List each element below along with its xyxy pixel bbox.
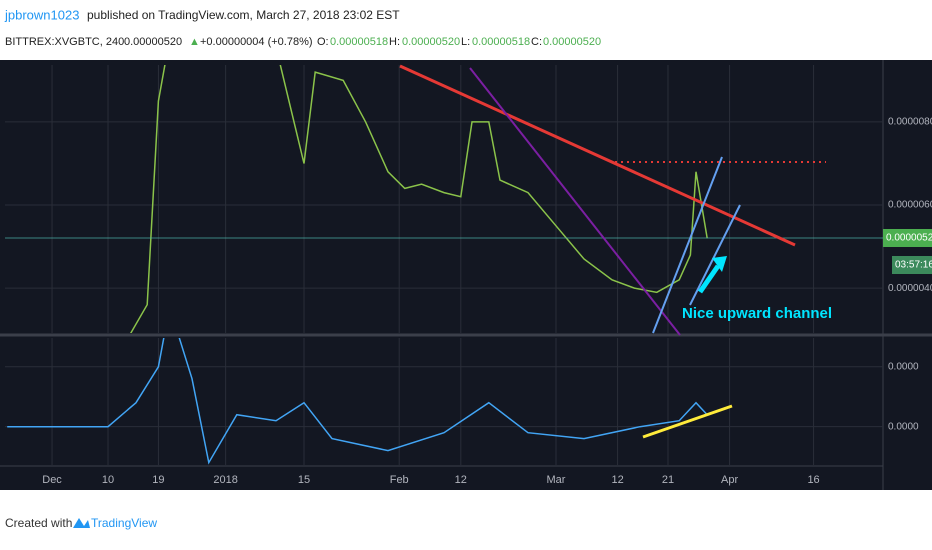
divergence-line[interactable] — [642, 404, 733, 439]
y-tick-label: 0.00000800 — [888, 117, 932, 128]
countdown-box — [892, 256, 932, 274]
c-value: 0.00000520 — [543, 36, 601, 48]
o-value: 0.00000518 — [330, 36, 388, 48]
ohlc-line: BITTREX:XVGBTC, 240 0.00000520 ▲ +0.0000… — [5, 36, 601, 48]
x-tick-label: 15 — [298, 474, 310, 486]
y-tick-label: 0.0000 — [888, 361, 919, 372]
price-line — [7, 338, 708, 465]
h-value: 0.00000520 — [402, 36, 460, 48]
o-label: O: — [317, 36, 329, 48]
footer-brand[interactable]: TradingView — [91, 516, 157, 530]
x-tick-label: 12 — [455, 474, 467, 486]
x-tick-label: 12 — [611, 474, 623, 486]
countdown: 03:57:16 — [895, 260, 932, 271]
x-tick-label: 19 — [152, 474, 164, 486]
x-tick-label: Apr — [721, 474, 738, 486]
arrow-shaft — [697, 264, 721, 294]
last: 0.00000520 — [124, 36, 182, 48]
trend-line[interactable] — [399, 64, 796, 247]
arrow: ▲ — [189, 36, 200, 48]
x-tick-label: 10 — [102, 474, 114, 486]
x-tick-label: 21 — [662, 474, 674, 486]
l-label: L: — [461, 36, 470, 48]
x-tick-label: 2018 — [213, 474, 237, 486]
brand-logo — [73, 518, 90, 528]
chart-area — [0, 60, 932, 490]
symbol: BITTREX:XVGBTC, 240 — [5, 36, 124, 48]
x-tick-label: Mar — [547, 474, 566, 486]
channel-line[interactable] — [652, 156, 723, 334]
published: published on TradingView.com, March 27, … — [87, 8, 400, 22]
h-label: H: — [389, 36, 400, 48]
change: +0.00000004 (+0.78%) — [200, 36, 313, 48]
price-tag-box — [883, 229, 932, 247]
channel-line[interactable] — [689, 204, 741, 306]
y-tick-label: 0.0000 — [888, 421, 919, 432]
footer-created: Created with — [5, 516, 72, 530]
x-tick-label: Dec — [42, 474, 62, 486]
c-label: C: — [531, 36, 542, 48]
price-tag: 0.00000520 — [886, 233, 932, 244]
y-tick-label: 0.00000600 — [888, 200, 932, 211]
x-tick-label: Feb — [390, 474, 409, 486]
price-line — [129, 65, 708, 333]
annotation: Nice upward channel — [682, 305, 832, 322]
author[interactable]: jpbrown1023 — [4, 7, 79, 22]
x-tick-label: 16 — [807, 474, 819, 486]
l-value: 0.00000518 — [472, 36, 530, 48]
arrow-head — [712, 256, 727, 272]
y-tick-label: 0.00000400 — [888, 283, 932, 294]
trend-line[interactable] — [469, 67, 681, 336]
